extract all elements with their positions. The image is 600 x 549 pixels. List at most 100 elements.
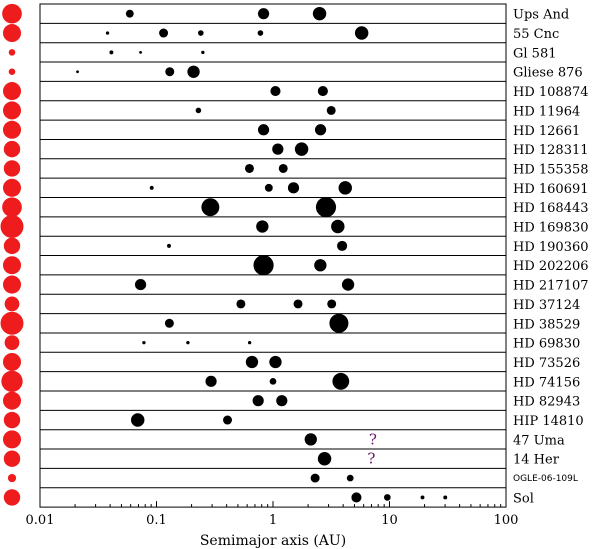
host-star-hd-11964 (2, 101, 22, 120)
planet-point (312, 6, 327, 21)
host-star-hd-69830 (4, 335, 20, 351)
host-star-hd-128311 (3, 140, 21, 158)
planet-point (420, 495, 425, 500)
planet-point (257, 8, 270, 20)
planet-point (247, 340, 252, 345)
planet-point (167, 243, 171, 248)
system-label: 55 Cnc (513, 27, 559, 42)
planet-point (383, 494, 391, 501)
planet-point (276, 395, 288, 407)
planet-point (338, 181, 352, 195)
planet-point (125, 9, 134, 18)
host-star-hip-14810 (3, 411, 21, 429)
planet-point (326, 105, 336, 115)
system-label: HD 69830 (513, 337, 580, 352)
planet-point (257, 30, 264, 36)
host-stars (0, 3, 24, 506)
planet-point (287, 182, 300, 194)
system-label: HD 128311 (513, 143, 589, 158)
planet-point (337, 240, 348, 251)
planet-point (187, 65, 200, 78)
planet-point (314, 259, 327, 272)
system-label: HD 155358 (513, 162, 589, 177)
planet-point (223, 415, 232, 425)
x-axis: 0.01 0.1 1 10 100 (26, 501, 519, 528)
planet-point (346, 474, 354, 482)
planet-point (294, 142, 309, 156)
planet-point (131, 413, 145, 427)
planet-point (105, 31, 110, 35)
system-label: HD 12661 (513, 124, 580, 139)
uncertain-mark: ? (367, 450, 375, 468)
uncertain-mark: ? (369, 430, 377, 448)
host-star-14-her (3, 450, 21, 467)
host-star-hd-12661 (2, 120, 22, 139)
x-tick-label: 100 (494, 513, 519, 528)
system-label: HD 38529 (513, 317, 580, 332)
system-label: HD 82943 (513, 395, 580, 410)
host-star-hd-169830 (0, 215, 24, 239)
planet-point (201, 50, 205, 55)
host-star-hd-155358 (3, 160, 21, 177)
system-label: HD 74156 (513, 375, 580, 390)
x-tick-label: 0.1 (146, 513, 167, 528)
planet-point (278, 163, 288, 173)
planet-point (197, 30, 204, 36)
host-star-hd-160691 (2, 178, 22, 197)
system-label: HD 73526 (513, 356, 580, 371)
planet-point (269, 377, 277, 385)
host-star-hd-74156 (1, 370, 23, 392)
planet-point (331, 219, 345, 234)
planet-point (354, 26, 369, 40)
host-star-hd-190360 (3, 237, 21, 255)
planet-point (443, 495, 448, 500)
host-star-ups-and (2, 3, 22, 24)
host-star-hd-73526 (2, 352, 22, 371)
planet-point (195, 107, 202, 114)
host-star-hd-217107 (2, 275, 22, 294)
planet-point (186, 340, 190, 345)
planet-point (293, 299, 303, 309)
host-star-gl-581 (8, 49, 16, 56)
planet-point (341, 278, 355, 291)
planet-point (149, 185, 154, 190)
planet-point (329, 313, 349, 333)
system-label: HD 160691 (513, 182, 589, 197)
planet-point (205, 375, 217, 387)
host-star-hd-168443 (2, 197, 22, 218)
planet-point (327, 299, 337, 309)
planet-point (304, 433, 317, 446)
system-label: 14 Her (513, 453, 560, 468)
system-label: HIP 14810 (513, 414, 584, 429)
host-star-47-uma (2, 430, 22, 449)
planet-point (257, 124, 270, 136)
planet-point (317, 452, 332, 466)
system-label: Ups And (513, 8, 569, 23)
planet-point (264, 183, 273, 192)
x-tick-label: 10 (381, 513, 398, 528)
x-tick-label: 1 (269, 513, 277, 528)
planet-point (201, 198, 220, 217)
planet-point (317, 86, 328, 97)
system-label: HD 11964 (513, 104, 580, 119)
host-star-ogle-06-109l (7, 473, 17, 483)
planet-point (314, 124, 327, 136)
system-label: HD 168443 (513, 201, 589, 216)
system-label: Gliese 876 (513, 66, 583, 81)
planet-point (310, 473, 320, 483)
planet-point (76, 70, 79, 74)
planet-point (236, 299, 246, 309)
system-label: 47 Uma (513, 433, 565, 448)
planet-point (244, 163, 254, 173)
planet-point (253, 255, 274, 276)
system-label: OGLE-06-109L (513, 474, 578, 484)
x-tick-label: 0.01 (26, 513, 55, 528)
system-rows: Ups And 55 Cnc Gl 581 Gliese 876 HD 108874 HD… (39, 3, 589, 508)
planet-point (165, 67, 175, 77)
planet-point (256, 220, 269, 233)
system-label: Gl 581 (513, 46, 557, 61)
planet-point (252, 395, 264, 407)
planet-point (245, 355, 259, 369)
planet-point (269, 355, 282, 369)
